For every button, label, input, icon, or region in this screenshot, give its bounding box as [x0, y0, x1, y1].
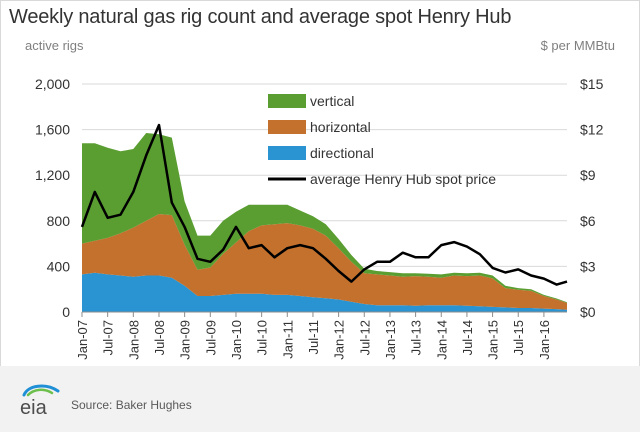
x-tick-label: Jul-08: [152, 320, 167, 355]
legend-swatch-directional: [268, 146, 306, 160]
x-tick-label: Jul-10: [255, 320, 270, 355]
x-tick-label: Jan-12: [332, 320, 347, 360]
area-horizontal: [82, 214, 567, 310]
x-tick-label: Jan-10: [229, 320, 244, 360]
x-tick-label: Jan-09: [178, 320, 193, 360]
right-axis-unit: $ per MMBtu: [540, 38, 615, 53]
area-directional: [82, 272, 567, 312]
rig-count-chart: 0 400 800 1,200 1,600 2,000 $0 $3 $6 $9 $12 $15 Jan-…: [35, 76, 604, 360]
x-tick-label: Jan-13: [383, 320, 398, 360]
eia-logo-text: eia: [20, 397, 48, 418]
x-tick-label: Jul-12: [357, 320, 372, 355]
chart-title: Weekly natural gas rig count and average…: [9, 6, 512, 28]
x-tick-label: Jul-07: [101, 320, 116, 355]
y-tick-label: 1,600: [35, 122, 70, 138]
x-tick-label: Jul-13: [409, 320, 424, 355]
x-tick-label: Jul-09: [203, 320, 218, 355]
y-tick-label: 0: [62, 304, 70, 320]
y-tick-label: 400: [47, 258, 71, 274]
y2-tick-label: $6: [580, 213, 596, 229]
y-tick-label: 2,000: [35, 76, 70, 92]
legend-label-horizontal: horizontal: [310, 119, 371, 135]
y-tick-label: 800: [47, 213, 71, 229]
line-henry-hub-price: [80, 123, 568, 286]
x-tick-label: Jul-11: [306, 320, 321, 354]
y2-tick-label: $12: [580, 122, 604, 138]
y-tick-label: 1,200: [35, 167, 70, 183]
x-tick-label: Jan-07: [75, 320, 90, 360]
x-tick-label: Jul-14: [460, 320, 475, 355]
legend-label-directional: directional: [310, 145, 374, 161]
x-tick-label: Jan-15: [486, 320, 501, 360]
x-tick-label: Jul-15: [511, 320, 526, 355]
legend-label-vertical: vertical: [310, 93, 354, 109]
x-tick-label: Jan-11: [280, 320, 295, 359]
x-tick-label: Jan-14: [434, 320, 449, 360]
footer-bar: [0, 366, 640, 432]
source-note: Source: Baker Hughes: [71, 398, 192, 412]
eia-logo: eia: [18, 382, 64, 423]
x-tick-label: Jan-08: [126, 320, 141, 360]
legend-swatch-vertical: [268, 94, 306, 108]
legend-label-price: average Henry Hub spot price: [310, 171, 496, 187]
y2-tick-label: $9: [580, 167, 596, 183]
left-axis-unit: active rigs: [25, 38, 84, 53]
y2-tick-label: $3: [580, 258, 596, 274]
x-tick-label: Jan-16: [537, 320, 552, 360]
legend-swatch-horizontal: [268, 120, 306, 134]
y2-tick-label: $15: [580, 76, 604, 92]
y2-tick-label: $0: [580, 304, 596, 320]
